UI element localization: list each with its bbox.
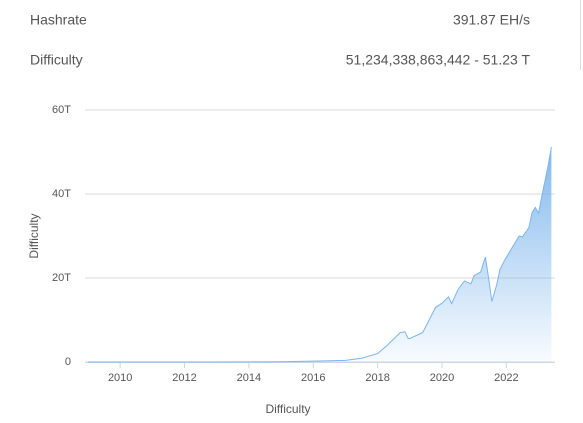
x-tick-label: 2020 [430,372,454,384]
stat-value: 391.87 EH/s [453,12,530,28]
y-tick-label: 40T [52,188,71,200]
y-tick-label: 60T [52,104,71,116]
stat-value: 51,234,338,863,442 - 51.23 T [346,52,531,68]
x-tick-label: 2014 [237,372,261,384]
x-axis-title: Difficulty [265,402,310,416]
stat-label: Difficulty [30,52,83,68]
y-tick-label: 0 [65,356,71,368]
x-tick-label: 2018 [365,372,389,384]
stat-label: Hashrate [30,12,87,28]
x-tick-label: 2012 [172,372,196,384]
y-tick-label: 20T [52,272,71,284]
x-tick-label: 2010 [108,372,132,384]
x-tick-label: 2016 [301,372,325,384]
y-axis-title: Difficulty [27,213,41,258]
area-fill [88,146,552,362]
area-line [88,146,552,363]
x-tick-label: 2022 [494,372,518,384]
